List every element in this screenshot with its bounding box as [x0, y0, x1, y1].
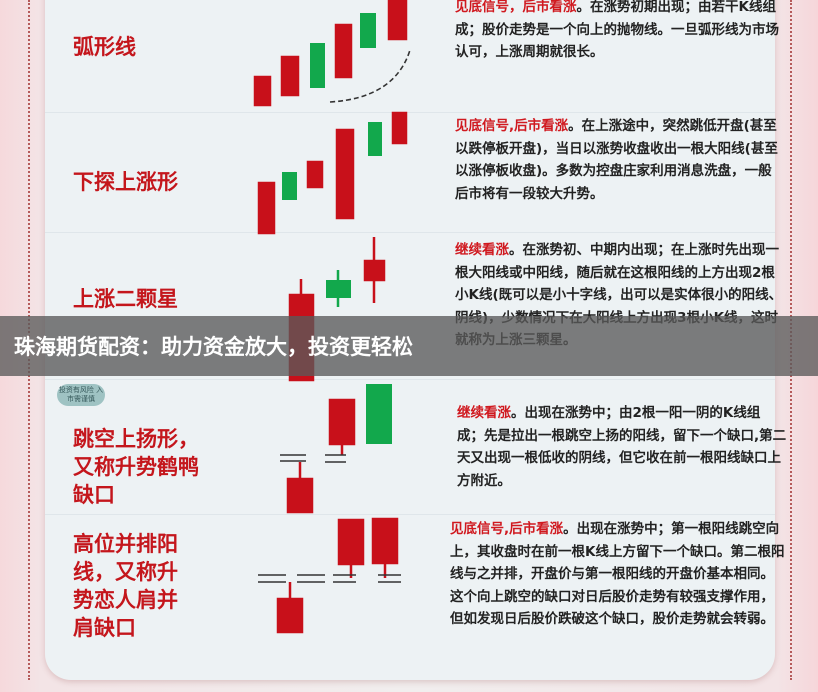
red-candle: [253, 75, 272, 107]
arc-dashed-curve: [329, 49, 411, 103]
pattern-description: 见底信号，后市看涨。在涨势初期出现；由若干K线组成；股价走势是一个向上的抛物线。…: [455, 0, 779, 60]
green-candle: [360, 13, 376, 48]
red-candle: [391, 111, 408, 145]
red-candle: [337, 518, 365, 566]
pattern-title: 高位并排阳线，又称升势恋人肩并肩缺口: [73, 532, 178, 640]
red-candle: [286, 477, 314, 514]
red-candle: [280, 55, 300, 97]
red-candle: [334, 23, 353, 79]
pattern-title: 弧形线: [73, 35, 136, 59]
green-candle: [368, 122, 382, 156]
pattern-row-side-by-side: 高位并排阳线，又称升势恋人肩并肩缺口 见底信号,后市看涨。出现在涨势中；第一根阳…: [45, 515, 784, 680]
red-candle: [335, 128, 355, 220]
pattern-description: 见底信号,后市看涨。在上涨途中，突然跳低开盘(甚至以跌停板开盘)，当日以涨势收盘…: [455, 118, 778, 202]
banner-text: 珠海期货配资：助力资金放大，投资更轻松: [14, 335, 413, 359]
promo-banner-overlay: 珠海期货配资：助力资金放大，投资更轻松: [0, 316, 818, 376]
red-candle: [257, 181, 276, 235]
pattern-description: 继续看涨。出现在涨势中；由2根一阳一阴的K线组成；先是拉出一根跳空上扬的阳线，留…: [457, 405, 787, 489]
risk-watermark-badge: 投资有风险 入市需谨慎: [57, 384, 105, 406]
red-candle: [363, 259, 386, 282]
green-candle: [310, 43, 325, 88]
gap-lines: [258, 454, 401, 583]
pattern-description: 见底信号,后市看涨。出现在涨势中；第一根阳线跳空向上，其收盘时在前一根K线上方留…: [450, 521, 785, 627]
red-candle: [371, 517, 399, 565]
green-candle: [366, 384, 392, 444]
red-candle: [328, 398, 356, 446]
pattern-title: 跳空上扬形，又称升势鹤鸭缺口: [73, 427, 199, 507]
green-candle: [326, 280, 351, 298]
green-candle: [282, 172, 297, 200]
pattern-row-gap-up: 跳空上扬形，又称升势鹤鸭缺口 继续看涨。出现在涨势中；由2根一阳一阴的K线组成；…: [45, 380, 786, 515]
red-candle: [276, 597, 304, 634]
pattern-title: 上涨二颗星: [73, 287, 178, 311]
red-candle: [387, 0, 408, 41]
pattern-row-dip-rise: 下探上涨形 见底信号,后市看涨。在上涨途中，突然跳低开盘(甚至以跌停板开盘)，当…: [45, 113, 778, 233]
pattern-row-arc: 弧形线 见底信号，后市看涨。在涨势初期出现；由若干K线组成；股价走势是一个向上的…: [45, 0, 779, 113]
pattern-title: 下探上涨形: [73, 170, 178, 194]
red-candle: [306, 160, 324, 189]
